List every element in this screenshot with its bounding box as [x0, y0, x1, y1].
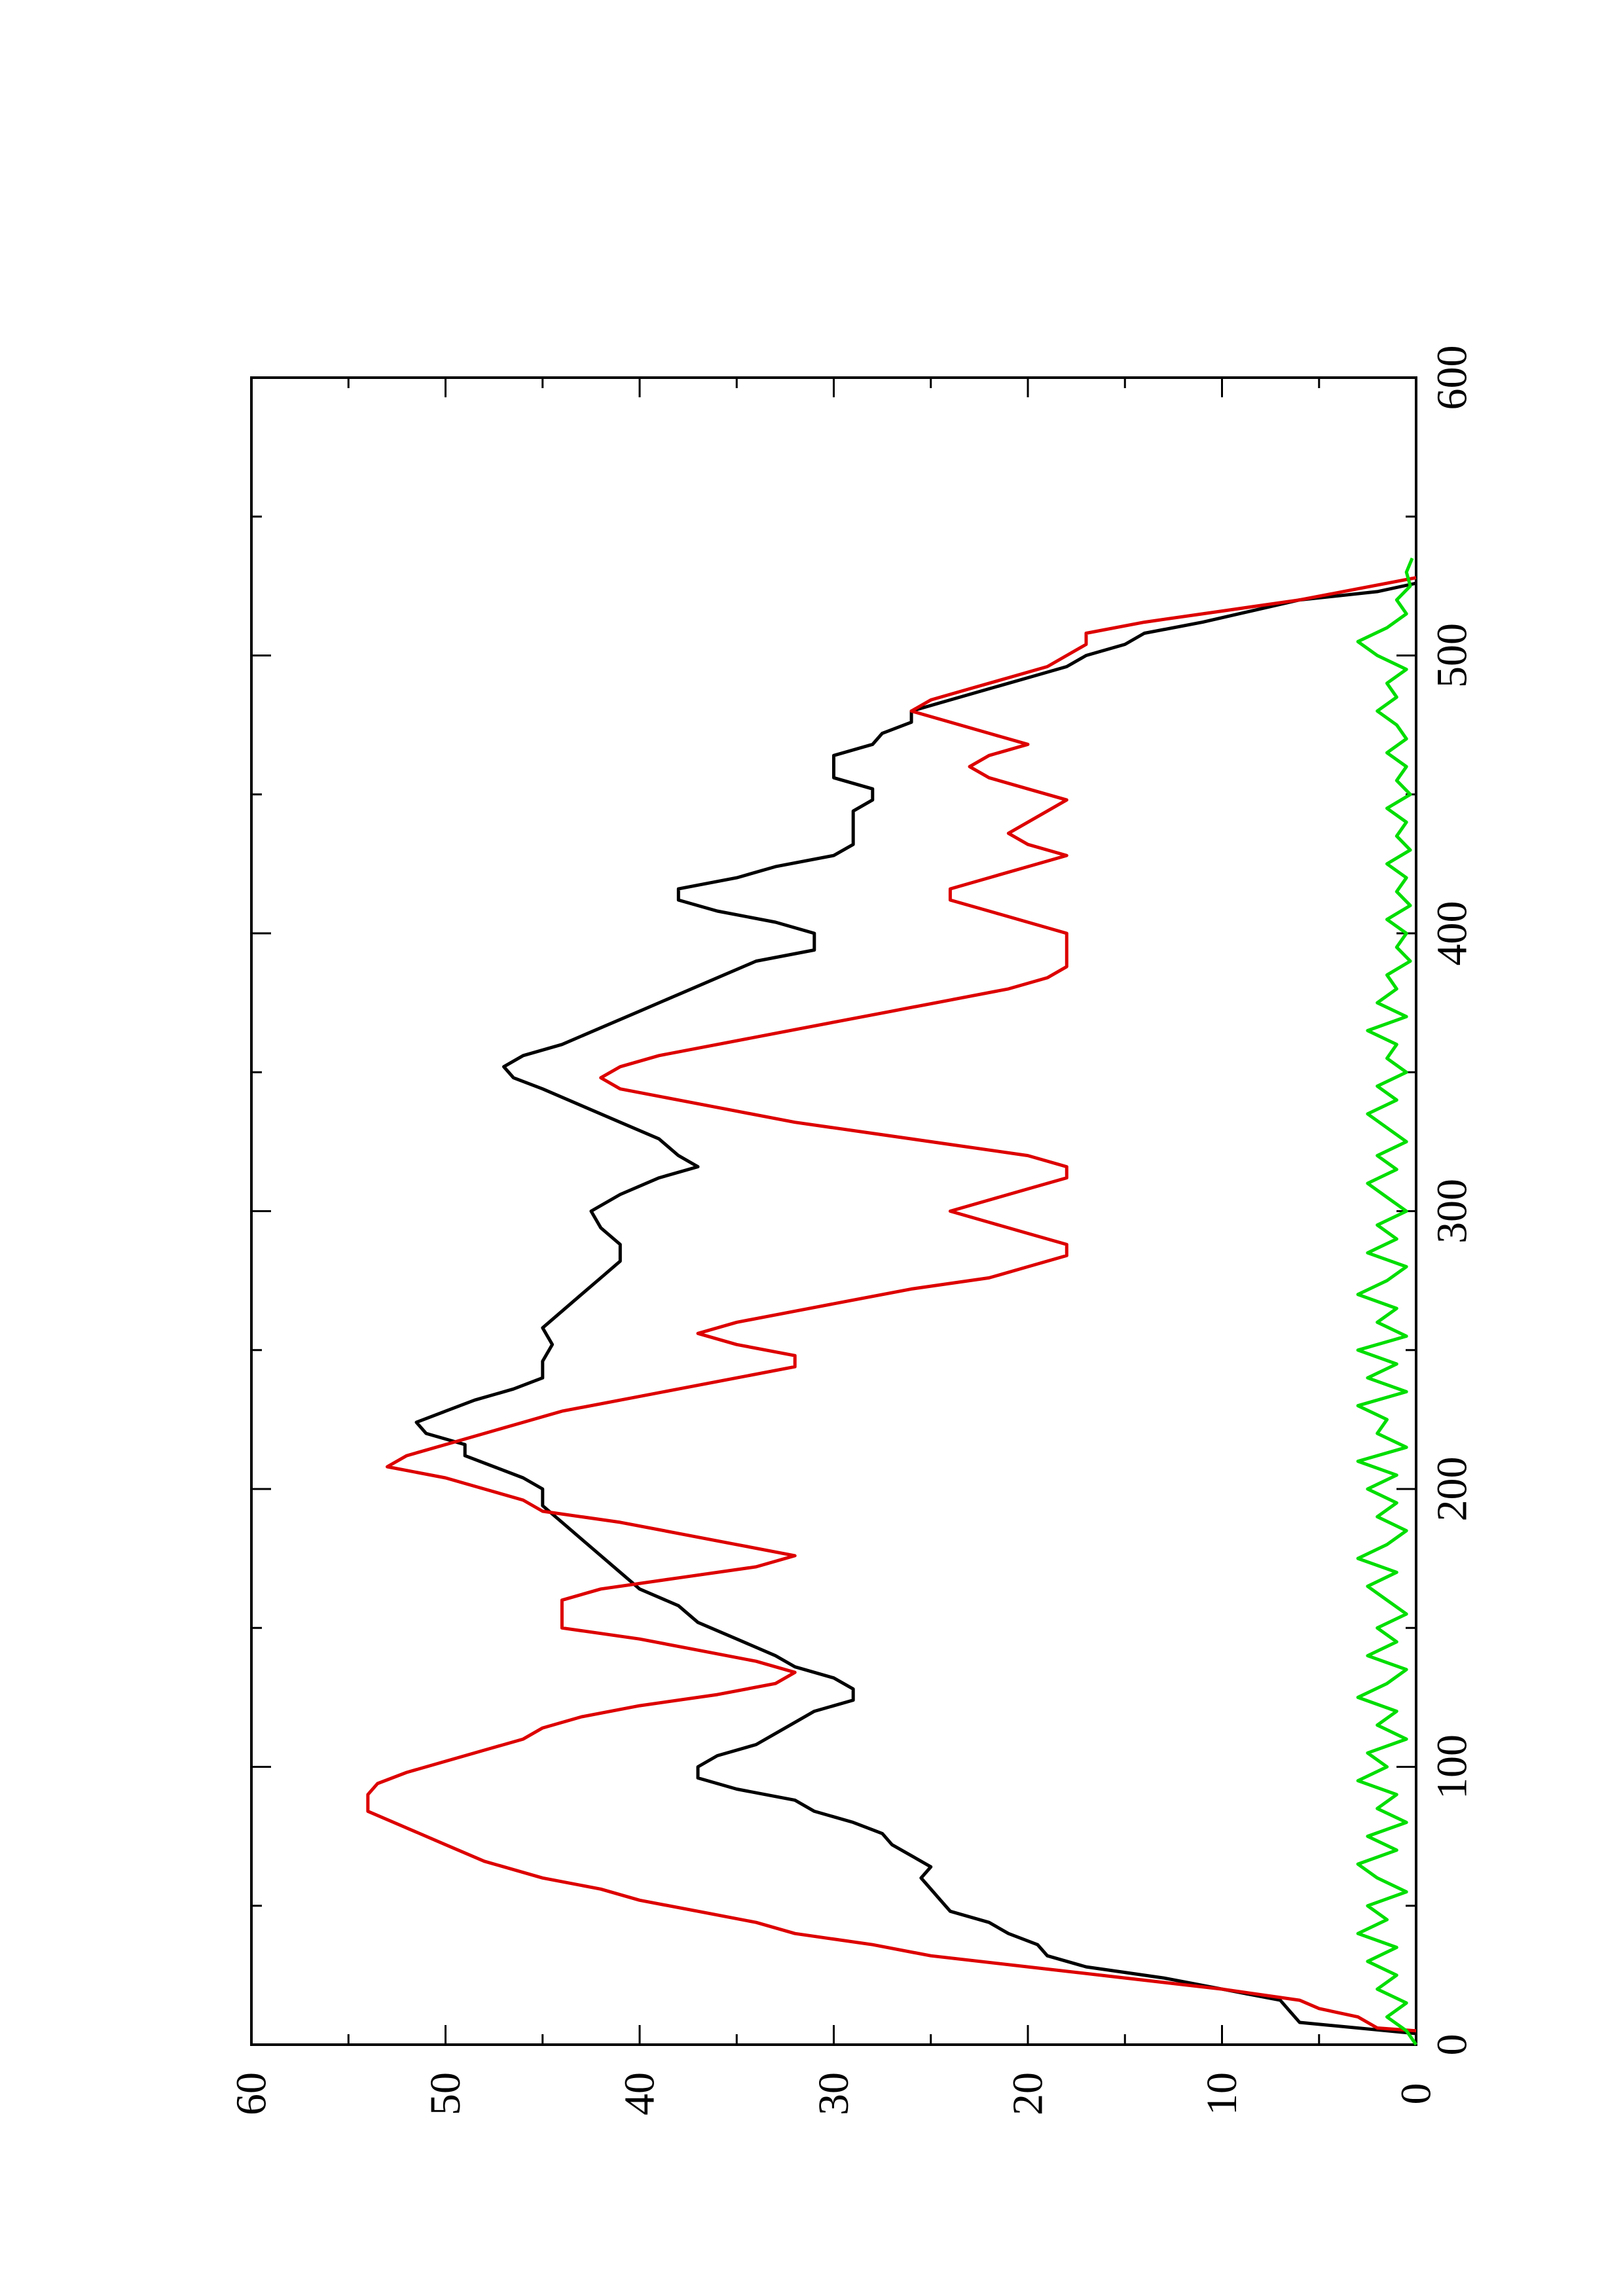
y-tick-label: 50 [422, 2072, 469, 2115]
series-layer [366, 557, 1418, 2046]
y-tick-label: 10 [1198, 2072, 1246, 2115]
y-tick-label: 0 [1393, 2083, 1440, 2105]
y-tick-label: 60 [228, 2072, 276, 2115]
x-tick-label: 400 [1429, 901, 1476, 966]
y-tick-label: 30 [810, 2072, 858, 2115]
x-tick-label: 500 [1429, 623, 1476, 688]
x-tick-label: 0 [1429, 2034, 1476, 2056]
x-tick-label: 200 [1429, 1457, 1476, 1522]
ticks-layer [250, 376, 1417, 2046]
x-tick-label: 300 [1429, 1179, 1476, 1244]
y-tick-label: 20 [1004, 2072, 1052, 2115]
y-tick-label: 40 [616, 2072, 664, 2115]
tick-labels-layer: 0 100 200 300 400 500 600 0 10 20 30 40 50 60 [228, 346, 1476, 2116]
green-series-line [1356, 557, 1418, 2046]
x-tick-label: 600 [1429, 346, 1476, 410]
black-series-line [414, 581, 1417, 2036]
x-tick-label: 100 [1429, 1734, 1476, 1799]
red-series-line [366, 576, 1417, 2033]
plot-frame [250, 376, 1417, 2046]
